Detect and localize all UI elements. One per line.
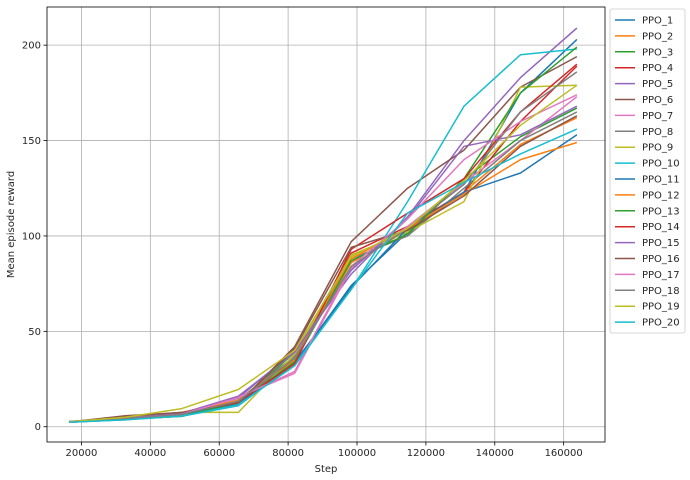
legend-label: PPO_10: [642, 159, 680, 170]
legend-label: PPO_19: [642, 302, 680, 313]
legend-label: PPO_12: [642, 190, 680, 201]
legend-label: PPO_5: [642, 79, 673, 90]
legend-label: PPO_8: [642, 127, 673, 138]
x-tick-label: 40000: [134, 448, 166, 459]
x-tick-label: 60000: [203, 448, 235, 459]
grid: [47, 7, 605, 442]
x-tick-label: 100000: [338, 448, 376, 459]
y-tick-label: 150: [22, 136, 41, 147]
legend-label: PPO_20: [642, 318, 680, 329]
y-tick-label: 0: [35, 422, 41, 433]
legend-label: PPO_9: [642, 143, 673, 154]
legend-label: PPO_18: [642, 286, 680, 297]
x-tick-label: 80000: [272, 448, 304, 459]
x-tick-label: 160000: [545, 448, 583, 459]
legend-label: PPO_14: [642, 222, 680, 233]
y-tick-label: 100: [22, 231, 41, 242]
series-line-ppo-18: [68, 71, 578, 423]
x-axis: 20000 40000 60000 80000 100000 120000 140000 16…: [66, 442, 583, 459]
legend: PPO_1 PPO_2 PPO_3 PPO_4 PPO_5 PPO_6 PPO_7 PPO_8…: [609, 8, 686, 334]
x-tick-label: 120000: [407, 448, 445, 459]
legend-label: PPO_3: [642, 47, 673, 58]
legend-label: PPO_4: [642, 63, 673, 74]
legend-label: PPO_6: [642, 95, 673, 106]
legend-label: PPO_11: [642, 175, 680, 186]
legend-label: PPO_1: [642, 16, 673, 27]
legend-label: PPO_7: [642, 111, 673, 122]
legend-label: PPO_13: [642, 206, 680, 217]
series-line-ppo-16: [68, 115, 578, 423]
legend-label: PPO_16: [642, 254, 680, 265]
y-tick-label: 200: [22, 41, 41, 52]
x-axis-label: Step: [315, 464, 338, 475]
legend-box: [609, 8, 686, 334]
series-line-ppo-20: [68, 128, 578, 423]
series-lines: [68, 27, 578, 424]
y-axis-label: Mean episode reward: [6, 171, 17, 278]
y-axis: 0 50 100 150 200: [22, 41, 47, 433]
x-tick-label: 20000: [66, 448, 98, 459]
legend-label: PPO_2: [642, 31, 673, 42]
legend-label: PPO_15: [642, 238, 680, 249]
legend-label: PPO_17: [642, 270, 680, 281]
plot-frame: [46, 6, 606, 443]
series-line-ppo-19: [68, 84, 578, 423]
x-tick-label: 140000: [476, 448, 514, 459]
y-tick-label: 50: [28, 327, 41, 338]
